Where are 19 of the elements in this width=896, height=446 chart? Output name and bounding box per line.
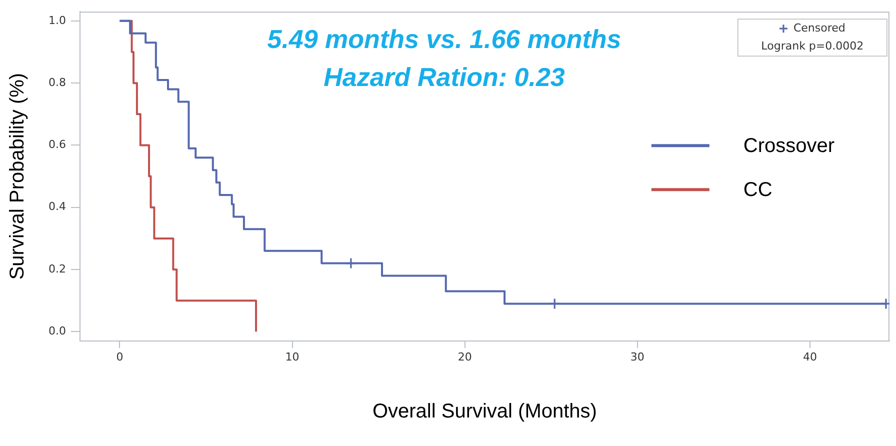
y-tick-label: 1.0 bbox=[48, 14, 66, 27]
y-tick-label: 0.6 bbox=[48, 138, 66, 152]
text: Hazard Ration: 0.23 bbox=[324, 62, 566, 92]
x-tick-label: 10 bbox=[285, 350, 300, 364]
y-tick-label: 0.8 bbox=[48, 76, 66, 89]
y-tick-label: 0.0 bbox=[48, 324, 66, 338]
x-tick-label: 30 bbox=[630, 350, 644, 364]
x-tick-label: 40 bbox=[803, 350, 818, 364]
y-axis-title: Survival Probability (%) bbox=[6, 72, 29, 280]
y-tick-label: 0.4 bbox=[48, 200, 66, 214]
x-tick-label: 0 bbox=[116, 350, 124, 364]
y-tick-label: 0.2 bbox=[48, 262, 66, 276]
text: 5.49 months vs. 1.66 months bbox=[267, 24, 622, 54]
annotation: Logrank p=0.0002 bbox=[761, 39, 864, 52]
legend-label: Censored bbox=[793, 21, 846, 34]
x-axis-title: Overall Survival (Months) bbox=[372, 400, 597, 423]
x-tick-label: 20 bbox=[458, 350, 472, 364]
legend-label: CC bbox=[743, 179, 772, 202]
legend-label: Crossover bbox=[743, 135, 835, 158]
